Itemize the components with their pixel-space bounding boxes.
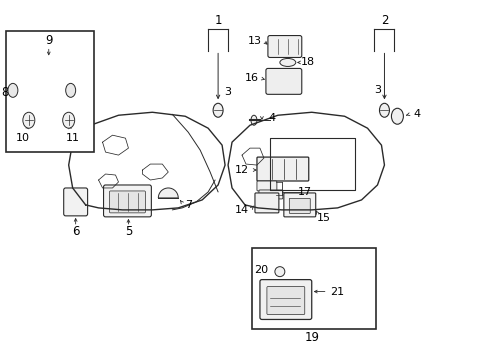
FancyBboxPatch shape [265, 68, 301, 94]
FancyBboxPatch shape [109, 191, 145, 213]
FancyBboxPatch shape [103, 185, 151, 217]
Text: 9: 9 [45, 34, 52, 47]
Text: 8: 8 [1, 86, 8, 99]
Ellipse shape [279, 58, 295, 67]
Ellipse shape [274, 267, 285, 276]
Text: 1: 1 [214, 14, 222, 27]
Text: 21: 21 [330, 287, 344, 297]
FancyBboxPatch shape [266, 287, 304, 315]
Ellipse shape [65, 84, 76, 97]
Ellipse shape [250, 115, 256, 125]
Ellipse shape [213, 103, 223, 117]
FancyBboxPatch shape [267, 36, 301, 58]
FancyBboxPatch shape [256, 157, 308, 181]
Polygon shape [11, 82, 71, 98]
FancyBboxPatch shape [260, 280, 311, 319]
Text: 18: 18 [300, 58, 314, 67]
Ellipse shape [390, 108, 403, 124]
Text: 16: 16 [244, 73, 259, 84]
FancyBboxPatch shape [256, 181, 276, 191]
Text: 17: 17 [297, 187, 311, 197]
Text: 13: 13 [247, 36, 262, 46]
Wedge shape [158, 188, 178, 198]
FancyBboxPatch shape [289, 198, 309, 213]
Text: 14: 14 [234, 205, 248, 215]
Text: 6: 6 [72, 225, 79, 238]
Ellipse shape [23, 112, 35, 128]
Bar [251, 248, 376, 329]
Text: 11: 11 [65, 133, 80, 143]
Text: 3: 3 [224, 87, 231, 97]
Text: 12: 12 [234, 165, 248, 175]
Bar [6, 31, 93, 152]
Text: 4: 4 [268, 113, 275, 123]
Text: 19: 19 [304, 331, 319, 344]
Text: 4: 4 [413, 109, 420, 119]
Text: 3: 3 [373, 85, 380, 95]
FancyBboxPatch shape [63, 188, 87, 216]
Text: 20: 20 [253, 265, 267, 275]
FancyBboxPatch shape [283, 193, 315, 217]
FancyBboxPatch shape [254, 193, 278, 213]
Ellipse shape [379, 103, 388, 117]
Text: 7: 7 [184, 200, 191, 210]
Text: 15: 15 [316, 213, 330, 223]
Text: 2: 2 [380, 14, 387, 27]
Text: 10: 10 [16, 133, 30, 143]
Ellipse shape [62, 112, 75, 128]
Text: 5: 5 [124, 225, 132, 238]
Ellipse shape [8, 84, 18, 97]
FancyBboxPatch shape [259, 190, 282, 199]
